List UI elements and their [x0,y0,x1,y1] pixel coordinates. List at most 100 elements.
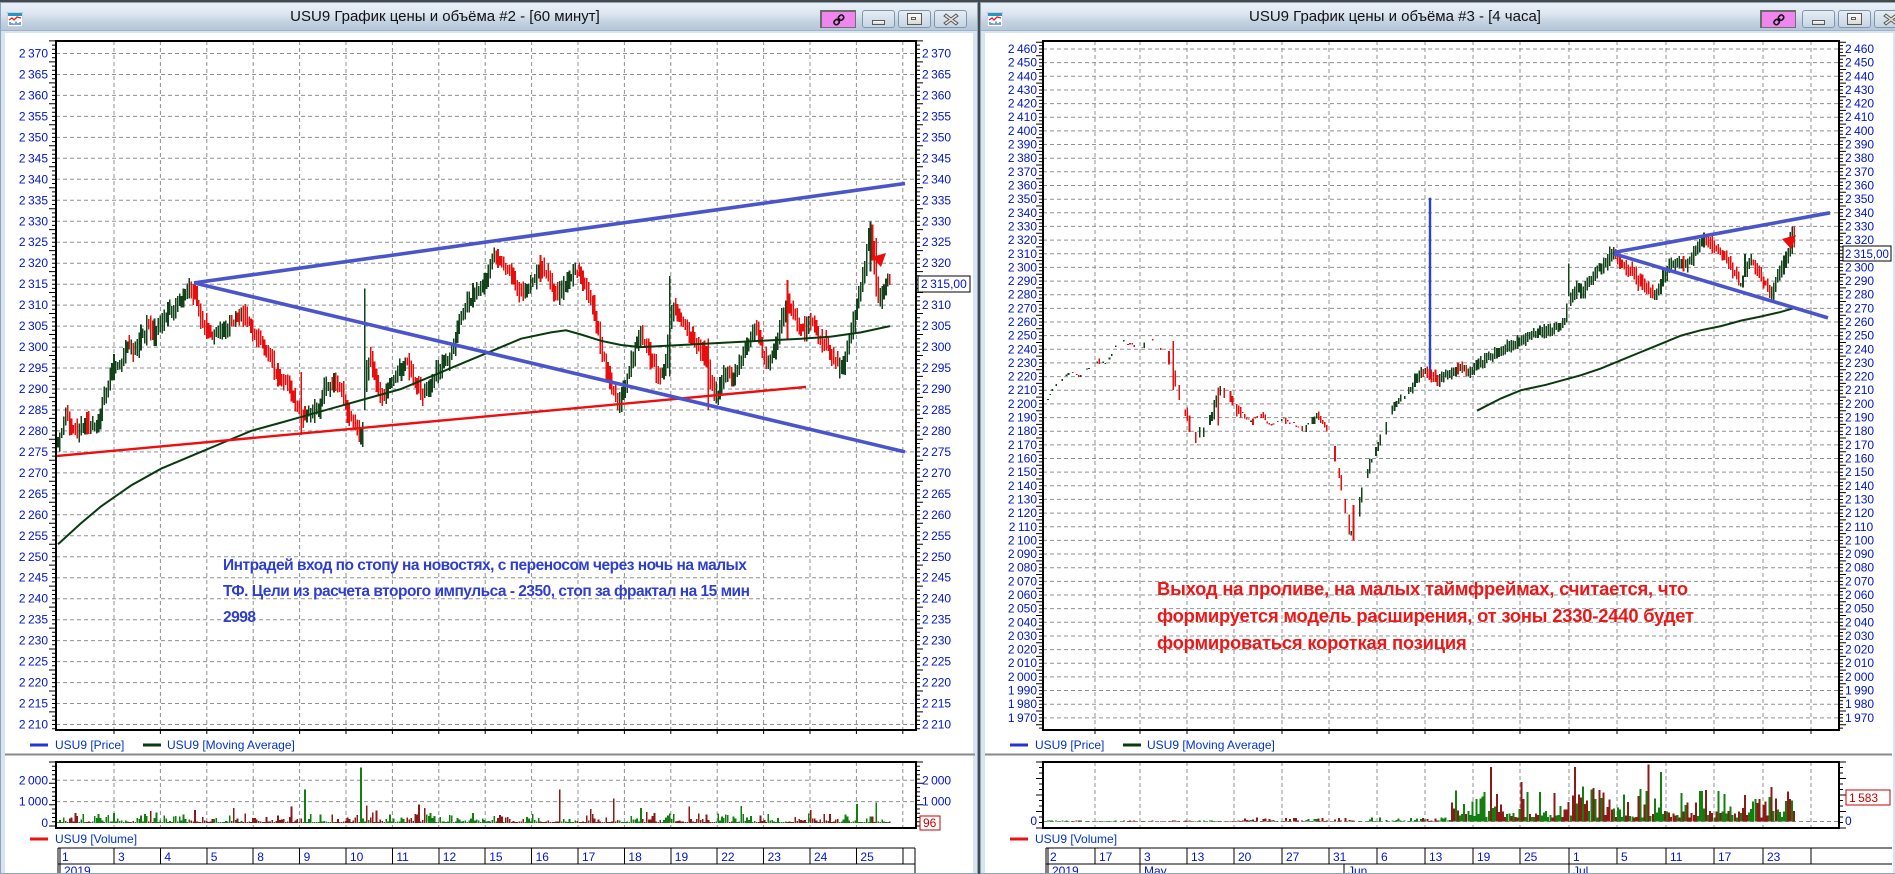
svg-text:2 230: 2 230 [19,634,48,648]
svg-text:2 400: 2 400 [1008,124,1037,138]
svg-text:23: 23 [768,850,782,864]
svg-text:2 390: 2 390 [1008,138,1037,152]
svg-text:2 460: 2 460 [1008,42,1037,56]
svg-text:2 290: 2 290 [922,382,951,396]
svg-text:2 280: 2 280 [1008,288,1037,302]
svg-text:2 200: 2 200 [1008,397,1037,411]
svg-text:8: 8 [257,850,264,864]
svg-text:2 380: 2 380 [1008,151,1037,165]
svg-text:2 080: 2 080 [1845,561,1874,575]
svg-text:2 245: 2 245 [19,571,48,585]
svg-text:2 280: 2 280 [1845,288,1874,302]
svg-text:2 150: 2 150 [1845,465,1874,479]
svg-text:2 260: 2 260 [19,508,48,522]
svg-text:2 150: 2 150 [1008,465,1037,479]
svg-text:3: 3 [1144,850,1151,864]
svg-text:2 370: 2 370 [19,47,48,61]
svg-text:ТФ. Цели из расчета второго им: ТФ. Цели из расчета второго импульса - 2… [223,583,750,600]
svg-text:2 180: 2 180 [1845,424,1874,438]
svg-text:2 170: 2 170 [1845,438,1874,452]
svg-text:2 270: 2 270 [19,466,48,480]
svg-text:3: 3 [118,850,125,864]
svg-text:23: 23 [1767,850,1781,864]
svg-text:2 010: 2 010 [1845,656,1874,670]
svg-text:2 290: 2 290 [1008,274,1037,288]
svg-text:2 260: 2 260 [1845,315,1874,329]
svg-text:2 240: 2 240 [19,592,48,606]
svg-text:2 160: 2 160 [1008,452,1037,466]
svg-text:2 210: 2 210 [922,718,951,732]
svg-text:USU9 [Moving Average]: USU9 [Moving Average] [167,738,295,752]
svg-text:25: 25 [1524,850,1538,864]
svg-text:2 240: 2 240 [922,592,951,606]
svg-text:2 030: 2 030 [1845,629,1874,643]
svg-text:2 230: 2 230 [1008,356,1037,370]
svg-text:2 340: 2 340 [19,172,48,186]
svg-text:2 285: 2 285 [922,403,951,417]
svg-text:13: 13 [1429,850,1443,864]
svg-text:2 320: 2 320 [1845,233,1874,247]
svg-text:2019: 2019 [1052,864,1079,874]
svg-text:5: 5 [1621,850,1628,864]
svg-text:2 000: 2 000 [1008,670,1037,684]
svg-text:2 285: 2 285 [19,403,48,417]
svg-text:2 430: 2 430 [1008,83,1037,97]
svg-text:5: 5 [211,850,218,864]
svg-text:2 000: 2 000 [19,773,48,787]
svg-text:2 200: 2 200 [1845,397,1874,411]
svg-text:12: 12 [443,850,457,864]
svg-text:1 583: 1 583 [1849,791,1878,805]
svg-text:2 440: 2 440 [1845,69,1874,83]
svg-text:2 245: 2 245 [922,571,951,585]
svg-text:2 190: 2 190 [1008,411,1037,425]
svg-text:2 070: 2 070 [1845,574,1874,588]
svg-text:USU9 [Moving Average]: USU9 [Moving Average] [1147,738,1275,752]
svg-text:2 215: 2 215 [19,697,48,711]
svg-text:2 225: 2 225 [922,655,951,669]
svg-text:2 365: 2 365 [922,68,951,82]
svg-text:2 370: 2 370 [1845,165,1874,179]
svg-text:1 000: 1 000 [19,795,48,809]
svg-text:2 350: 2 350 [1845,192,1874,206]
svg-text:2 310: 2 310 [922,298,951,312]
svg-text:2 255: 2 255 [922,529,951,543]
svg-text:2 450: 2 450 [1845,56,1874,70]
svg-text:2 315,00: 2 315,00 [1845,249,1889,261]
svg-text:16: 16 [536,850,550,864]
svg-text:2 230: 2 230 [922,634,951,648]
svg-text:2 340: 2 340 [922,172,951,186]
svg-text:2 250: 2 250 [922,550,951,564]
svg-text:2 235: 2 235 [19,613,48,627]
svg-text:2 410: 2 410 [1008,110,1037,124]
svg-text:2 315,00: 2 315,00 [921,277,967,291]
svg-text:2 040: 2 040 [1008,615,1037,629]
svg-text:2 340: 2 340 [1008,206,1037,220]
svg-text:2 295: 2 295 [922,361,951,375]
svg-text:2 460: 2 460 [1845,42,1874,56]
svg-text:2 020: 2 020 [1845,643,1874,657]
svg-text:2 315: 2 315 [19,277,48,291]
svg-text:2 420: 2 420 [1845,97,1874,111]
svg-text:17: 17 [1099,850,1113,864]
svg-text:2 300: 2 300 [1845,260,1874,274]
svg-text:2 300: 2 300 [1008,260,1037,274]
svg-text:2 310: 2 310 [1008,247,1037,261]
svg-text:2 215: 2 215 [922,697,951,711]
svg-text:2 290: 2 290 [19,382,48,396]
svg-text:2 260: 2 260 [1008,315,1037,329]
svg-text:2 130: 2 130 [1845,492,1874,506]
svg-text:2 070: 2 070 [1008,574,1037,588]
svg-text:2 320: 2 320 [922,256,951,270]
svg-text:2 290: 2 290 [1845,274,1874,288]
svg-text:2 090: 2 090 [1008,547,1037,561]
svg-text:2 365: 2 365 [19,68,48,82]
svg-text:2 295: 2 295 [19,361,48,375]
svg-text:2 140: 2 140 [1008,479,1037,493]
svg-text:25: 25 [860,850,874,864]
svg-text:2 090: 2 090 [1845,547,1874,561]
svg-text:2 270: 2 270 [922,466,951,480]
svg-text:USU9 [Price]: USU9 [Price] [55,738,124,752]
svg-text:2 170: 2 170 [1008,438,1037,452]
svg-text:2 270: 2 270 [1008,301,1037,315]
svg-text:4: 4 [164,850,171,864]
